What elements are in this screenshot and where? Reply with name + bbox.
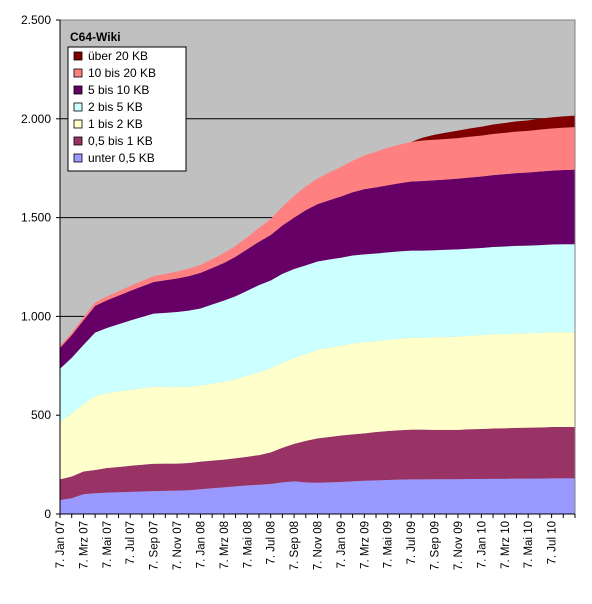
x-tick-label: 7. Nov 08 <box>313 521 325 570</box>
area-series-3 <box>60 332 575 480</box>
y-tick-label: 1.500 <box>21 211 51 225</box>
x-tick-label: 7. Mai 09 <box>383 521 395 568</box>
x-tick-label: 7. Sep 09 <box>430 521 442 570</box>
chart-title: C64-Wiki <box>70 30 121 44</box>
y-tick-label: 2.500 <box>21 13 51 27</box>
x-tick-label: 7. Jul 10 <box>547 521 559 564</box>
x-tick-label: 7. Mrz 09 <box>359 521 371 569</box>
legend-swatch <box>73 51 83 61</box>
x-tick-label: 7. Jan 07 <box>55 521 67 568</box>
area-series-4 <box>60 244 575 423</box>
x-tick-label: 7. Sep 07 <box>149 521 161 570</box>
plot-area <box>60 19 575 514</box>
y-tick-label: 2.000 <box>21 112 51 126</box>
area-series-5 <box>60 169 575 369</box>
y-tick-label: 1.000 <box>21 309 51 323</box>
legend-label: unter 0,5 KB <box>88 151 155 165</box>
x-tick-label: 7. Mai 07 <box>102 521 114 568</box>
x-tick-label: 7. Mrz 10 <box>500 521 512 569</box>
x-tick-label: 7. Mrz 07 <box>78 521 90 569</box>
area-series-2 <box>60 427 575 501</box>
legend-label: 0,5 bis 1 KB <box>88 134 153 148</box>
x-tick-label: 7. Jan 09 <box>336 521 348 568</box>
x-tick-label: 7. Jul 08 <box>266 521 278 564</box>
x-tick-label: 7. Nov 07 <box>172 521 184 570</box>
x-tick-label: 7. Jul 07 <box>125 521 137 564</box>
area-series-6 <box>60 127 575 349</box>
legend-label: 5 bis 10 KB <box>88 83 149 97</box>
legend: C64-Wiki über 20 KB 10 bis 20 KB 5 bis 10 K… <box>67 30 187 172</box>
legend-swatch <box>73 119 83 129</box>
legend-swatch <box>73 153 83 163</box>
legend-label: über 20 KB <box>88 49 148 63</box>
axes: 0 500 1.000 1.500 2.000 2.500 7. Jan 07 7. Mrz … <box>21 13 576 570</box>
x-tick-label: 7. Mai 08 <box>242 521 254 568</box>
x-tick-label: 7. Sep 08 <box>289 521 301 570</box>
x-tick-label: 7. Jan 10 <box>476 521 488 568</box>
x-tick-label: 7. Nov 09 <box>453 521 465 570</box>
legend-swatch <box>73 102 83 112</box>
x-tick-label: 7. Jan 08 <box>196 521 208 568</box>
legend-box <box>67 46 187 172</box>
y-tick-label: 0 <box>44 507 51 521</box>
legend-label: 2 bis 5 KB <box>88 100 143 114</box>
legend-label: 1 bis 2 KB <box>88 117 143 131</box>
area-series-1 <box>60 478 575 514</box>
x-tick-label: 7. Mai 10 <box>523 521 535 568</box>
legend-swatch <box>73 85 83 95</box>
x-tick-label: 7. Mrz 08 <box>219 521 231 569</box>
x-tick-label: 7. Jul 09 <box>406 521 418 564</box>
y-tick-label: 500 <box>31 408 51 422</box>
legend-swatch <box>73 136 83 146</box>
legend-label: 10 bis 20 KB <box>88 66 156 80</box>
legend-swatch <box>73 68 83 78</box>
